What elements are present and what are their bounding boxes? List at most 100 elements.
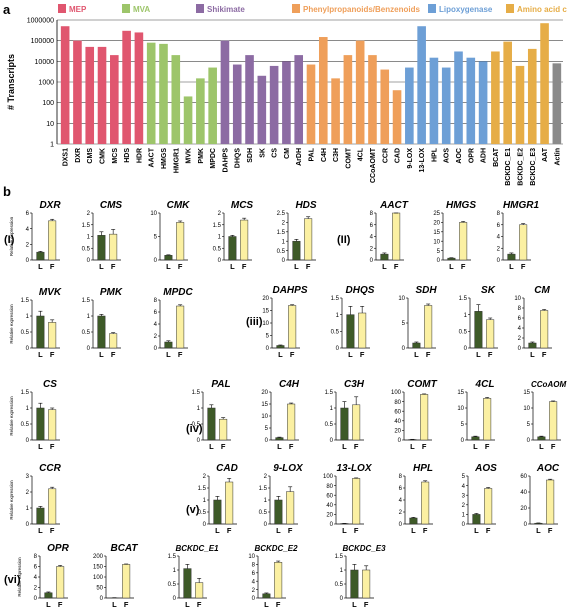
subchart-cms: CMS 0 0.5 1 1.5 2 L F bbox=[82, 200, 123, 271]
x-tick-label: F bbox=[354, 526, 359, 535]
subchart-mvk: MVK 0 0.5 1 1.5 Relative expression L F bbox=[9, 287, 62, 359]
bar bbox=[109, 333, 118, 349]
subchart-cm: CM 0 2 4 6 8 10 L F bbox=[514, 285, 552, 359]
y-tick-label: 2 bbox=[497, 246, 501, 252]
x-tick-label: F bbox=[178, 262, 183, 271]
x-tick-label: AAT bbox=[542, 147, 549, 162]
subchart-mpdc: MPDC 0 2 4 6 8 L F bbox=[154, 287, 194, 359]
y-tick-label: 0 bbox=[524, 522, 528, 528]
x-tick-label: F bbox=[221, 442, 226, 451]
bar bbox=[546, 479, 555, 525]
bar bbox=[122, 564, 131, 599]
y-tick-label: 1 bbox=[26, 314, 30, 320]
y-tick-label: 4 bbox=[34, 575, 38, 581]
x-tick-label: L bbox=[509, 262, 514, 271]
bar bbox=[288, 305, 297, 349]
subchart-hpl: HPL 0 2 4 6 8 L F bbox=[399, 463, 433, 535]
x-tick-label: DXR bbox=[75, 148, 82, 163]
y-tick-label: 0.5 bbox=[213, 246, 222, 252]
x-tick-label: L bbox=[99, 262, 104, 271]
bar bbox=[362, 569, 371, 599]
bar bbox=[257, 75, 267, 144]
x-tick-label: F bbox=[288, 526, 293, 535]
bar bbox=[36, 407, 45, 441]
y-tick-label: 2 bbox=[370, 246, 374, 252]
x-tick-label: F bbox=[50, 350, 55, 359]
subchart-title: CCR bbox=[39, 463, 61, 474]
x-tick-label: L bbox=[536, 526, 541, 535]
y-tick-label: 2 bbox=[87, 211, 91, 217]
x-tick-label: AOS bbox=[444, 148, 451, 164]
x-tick-label: F bbox=[461, 262, 466, 271]
y-tick-label: 6 bbox=[26, 211, 30, 217]
x-tick-label: BCAT bbox=[493, 147, 500, 167]
x-tick-label: L bbox=[38, 526, 43, 535]
bar bbox=[183, 568, 192, 599]
y-tick-label: 0 bbox=[26, 258, 30, 264]
x-tick-label: F bbox=[364, 600, 369, 609]
y-tick-label: 80 bbox=[394, 400, 401, 406]
bar bbox=[85, 46, 95, 144]
subchart-dhqs: DHQS 0 0.5 1 1.5 L F bbox=[331, 285, 375, 359]
x-tick-label: L bbox=[530, 350, 535, 359]
y-tick-label: 1.5 bbox=[82, 298, 91, 304]
bar bbox=[549, 401, 558, 441]
y-tick-label: 0 bbox=[203, 522, 207, 528]
y-tick-label: 0 bbox=[462, 522, 466, 528]
x-tick-label: L bbox=[476, 350, 481, 359]
y-tick-label: 0 bbox=[402, 346, 406, 352]
subchart-c4h: C4H 0 5 10 15 20 L F bbox=[261, 379, 299, 451]
subchart-aoc: AOC 0 20 40 60 L F bbox=[520, 463, 560, 535]
y-tick-label: 0 bbox=[330, 522, 334, 528]
bar bbox=[306, 64, 316, 144]
y-tick-label: 100 bbox=[391, 390, 402, 396]
x-tick-label: COMT bbox=[345, 147, 352, 168]
bar bbox=[409, 517, 418, 525]
subchart-title: AOS bbox=[474, 463, 497, 474]
y-tick-label: 2 bbox=[154, 334, 158, 340]
subchart-title: SDH bbox=[415, 285, 437, 296]
y-tick-label: 0.5 bbox=[277, 249, 286, 255]
subchart-title: BCKDC_E1 bbox=[175, 544, 219, 553]
x-tick-label: F bbox=[521, 262, 526, 271]
bar bbox=[380, 69, 390, 144]
subchart-pmk: PMK 0 0.5 1 1.5 L F bbox=[82, 287, 123, 359]
bar bbox=[527, 48, 537, 144]
bar bbox=[474, 311, 483, 349]
bar bbox=[486, 319, 495, 349]
y-tick-label: 10 bbox=[514, 296, 521, 302]
subchart-13-lox: 13-LOX 0 20 40 60 80 100 L F bbox=[323, 463, 373, 535]
y-tick-label: 0 bbox=[218, 258, 222, 264]
subchart-bcat: BCAT 0 50 100 150 200 L F bbox=[93, 543, 138, 609]
x-tick-label: L bbox=[112, 600, 117, 609]
bar bbox=[282, 61, 291, 145]
bar bbox=[48, 322, 57, 349]
bar bbox=[110, 55, 119, 144]
x-tick-label: CCR bbox=[382, 148, 389, 163]
x-tick-label: BCKDC_E1 bbox=[505, 148, 512, 186]
bar bbox=[228, 236, 237, 261]
y-tick-label: 0.5 bbox=[259, 510, 268, 516]
y-tick-label: 2 bbox=[264, 474, 268, 480]
y-tick-label: 0.5 bbox=[459, 330, 468, 336]
y-tick-label: 1 bbox=[87, 235, 91, 241]
subchart-title: DXR bbox=[39, 200, 61, 211]
y-tick-label: 1.5 bbox=[331, 296, 340, 302]
bar bbox=[537, 436, 546, 441]
y-tick-label: 15 bbox=[262, 309, 269, 315]
x-tick-label: L bbox=[185, 600, 190, 609]
x-tick-label: L bbox=[38, 350, 43, 359]
y-tick-label: 5 bbox=[527, 422, 531, 428]
bar bbox=[109, 233, 118, 261]
x-tick-label: F bbox=[422, 442, 427, 451]
y-tick-label: 80 bbox=[326, 484, 333, 490]
y-tick-label: 10 bbox=[433, 239, 440, 245]
subchart-title: AACT bbox=[379, 200, 409, 211]
subchart-mcs: MCS 0 0.5 1 1.5 2 L F bbox=[213, 200, 254, 271]
y-tick-label: 5 bbox=[266, 334, 270, 340]
x-tick-label: F bbox=[488, 350, 493, 359]
y-tick-label: 0 bbox=[497, 258, 501, 264]
group-label: (iv) bbox=[186, 423, 203, 435]
x-tick-label: MCS bbox=[112, 148, 119, 164]
group-label: (v) bbox=[186, 504, 200, 516]
